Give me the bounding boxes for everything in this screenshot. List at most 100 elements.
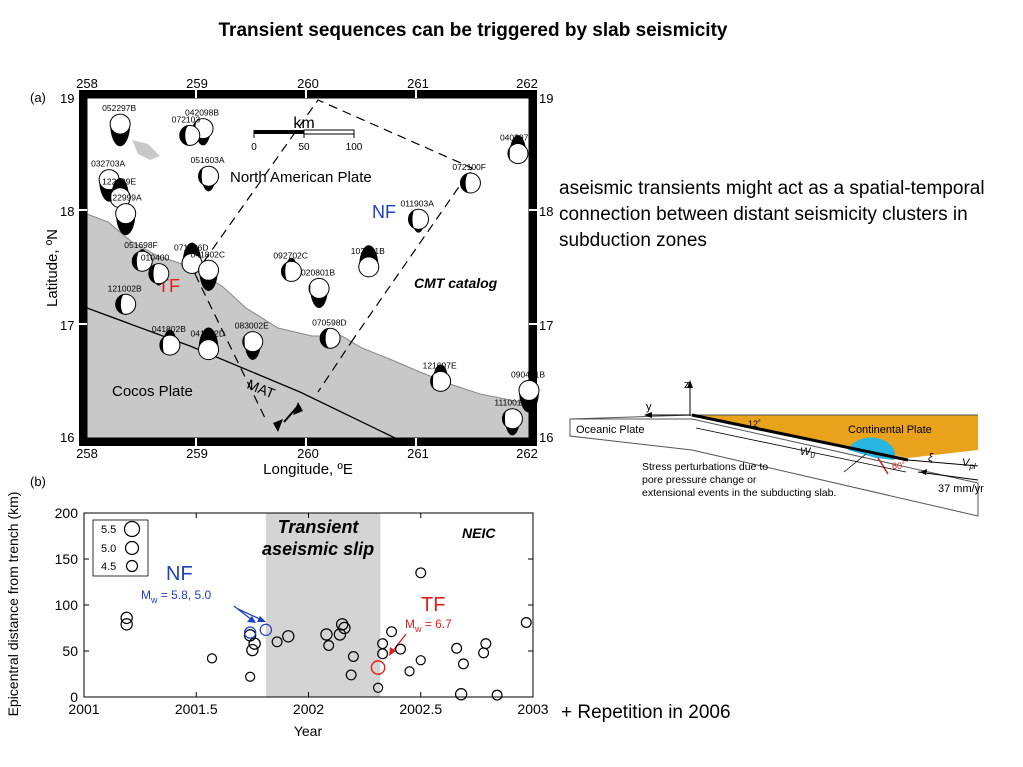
scatter-nf-label: NF [166,563,193,585]
cmt-catalog-label: CMT catalog [414,275,498,291]
event-point [282,630,295,643]
map-ylabel: Latitude, ºN [44,229,61,307]
nf-event-point [259,623,273,637]
transient-band [265,513,381,697]
oceanic-plate-shape [569,418,979,517]
lon-tick-top-1: 259 [186,76,208,91]
lat-tick-left-2: 17 [60,318,74,333]
event-label: 052297B [102,103,136,113]
event-point [454,688,468,701]
lon-tick-bottom-2: 260 [297,446,319,461]
lon-tick-bottom-1: 259 [186,446,208,461]
event-point [323,639,335,651]
x-tick-label: 2001.5 [175,701,218,717]
event-point [320,628,333,641]
event-point [478,647,490,659]
lon-tick-top-3: 261 [407,76,429,91]
event-label: 011903A [401,198,435,208]
event-label: 111001D [494,398,527,408]
event-point [246,643,259,657]
scatter-panel: (b) 2001 2001.5 2002 2002.5 2003 0 50 100 150 200… [5,474,549,739]
x-tick-label: 2002 [293,701,324,717]
slab-fault [877,457,889,475]
band-label-line1: Transient [278,517,360,537]
focal-mechanism-051603A: 051603A [191,155,225,192]
nf-arrow [233,605,253,621]
lat-tick-left-3: 16 [60,430,74,445]
lat-tick-right-1: 18 [539,204,553,219]
event-label: 032703A [91,159,125,169]
y-tick-label: 50 [62,643,78,659]
event-label: 072100F [452,162,486,172]
scatter-ylabel: Epicentral distance from trench (km) [5,492,21,717]
focal-mechanism-121002B: 121002B [108,283,142,315]
map-xlabel: Longitude, ºE [263,461,353,478]
plate-interface [691,413,909,462]
schematic-caption-2: pore pressure change or [642,474,757,486]
legend-label-50: 5.0 [101,543,116,555]
oceanic-plate-label: Oceanic Plate [576,424,644,436]
width-label: W0 [800,446,815,460]
legend-circle-50 [124,540,140,556]
event-point [415,567,427,579]
map-nf-label: NF [372,202,396,222]
event-point [415,655,426,666]
focal-mechanism-041802C: 041802C [191,249,225,291]
event-point [248,637,261,650]
event-label: 090401B [511,369,545,379]
event-point [451,642,463,654]
north-american-plate-label: North American Plate [230,169,372,186]
event-point [243,629,257,642]
scale-unit: km [293,115,314,132]
event-label: 041802D [191,329,226,339]
scale-tick-100: 100 [346,142,363,153]
focal-mechanism-092702C: 092702C [273,250,308,282]
subduction-schematic: z y Oceanic Plate Continental Plate 12˚ … [569,379,984,517]
focal-mechanism-083002E: 083002E [235,321,269,360]
tf-magnitude-label: Mw = 6.7 [405,617,452,634]
neic-catalog-label: NEIC [462,525,496,541]
event-label: 042098B [185,108,219,118]
lat-tick-right-3: 16 [539,430,553,445]
fault-angle-label: 60˚ [892,461,905,471]
event-point [372,682,384,693]
coastline [86,213,530,405]
scale-tick-0: 0 [251,142,257,153]
event-point [333,628,347,641]
event-label: 122999A [108,193,142,203]
nf-magnitude-label: Mw = 5.8, 5.0 [141,588,212,605]
event-label: 040397E [500,133,534,143]
event-point [345,669,357,681]
focal-mechanism-052297B: 052297B [102,103,137,147]
focal-mechanism-020801B: 020801B [301,267,335,308]
event-point [520,616,532,628]
trench-line [86,307,396,439]
focal-mechanism-011903A: 011903A [401,198,435,233]
lon-tick-top-4: 262 [516,76,538,91]
focal-mechanism-040397E: 040397E [500,133,534,165]
lon-tick-bottom-3: 261 [407,446,429,461]
legend-circle-45 [125,559,139,573]
axis-y-label: y [646,401,652,413]
event-label: 051603A [191,155,225,165]
continental-plate-shape [692,415,978,458]
focal-mechanism-070598D: 070598D [312,317,347,349]
xi-label: ξ [928,452,934,464]
event-point [491,689,503,701]
scatter-panel-label: (b) [30,474,46,489]
event-point [377,648,389,660]
focal-mechanism-090401B: 090401B [511,369,545,413]
focal-mechanism-122199E: 122199E [102,177,137,209]
event-label: 102901B [351,246,385,256]
side-explanation: aseismic transients might act as a spati… [559,178,985,251]
lat-tick-left-1: 18 [60,204,74,219]
event-label: 051698F [124,240,158,250]
event-label: 020801B [301,267,335,277]
map-panel-label: (a) [30,90,46,105]
focal-mechanism-071596D: 071596D [174,242,208,274]
event-point [120,618,133,631]
event-point [206,653,218,664]
legend-circle-55 [123,520,141,538]
event-point [120,611,133,625]
event-label: 072103 [172,114,201,124]
